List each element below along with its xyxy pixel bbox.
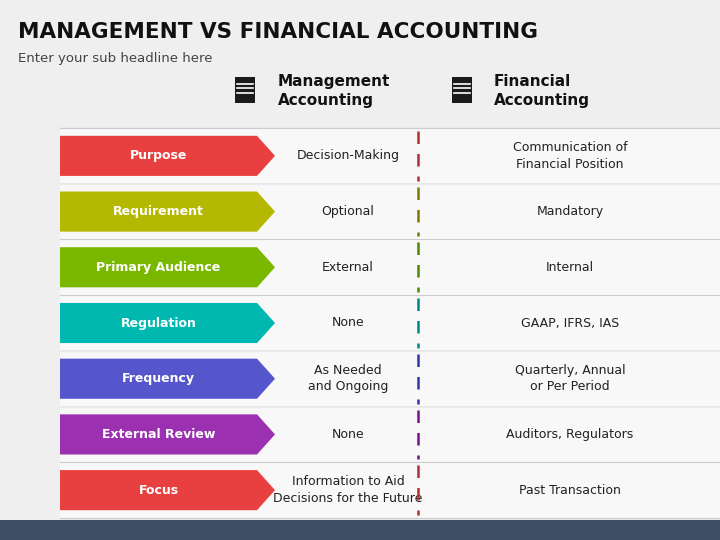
Text: GAAP, IFRS, IAS: GAAP, IFRS, IAS (521, 316, 619, 329)
Text: Frequency: Frequency (122, 372, 195, 385)
Text: Enter your sub headline here: Enter your sub headline here (18, 52, 212, 65)
Bar (60, 352, 720, 406)
Text: External: External (322, 261, 374, 274)
Polygon shape (60, 192, 275, 232)
Bar (60, 240, 720, 295)
Polygon shape (60, 414, 275, 455)
Polygon shape (60, 359, 275, 399)
Text: Past Transaction: Past Transaction (519, 484, 621, 497)
Text: Communication of
Financial Position: Communication of Financial Position (513, 141, 627, 171)
Text: Auditors, Regulators: Auditors, Regulators (506, 428, 634, 441)
Text: As Needed
and Ongoing: As Needed and Ongoing (308, 364, 388, 394)
Text: Focus: Focus (138, 484, 179, 497)
Text: Information to Aid
Decisions for the Future: Information to Aid Decisions for the Fut… (274, 475, 423, 505)
Bar (60, 407, 720, 462)
Text: Purpose: Purpose (130, 150, 187, 163)
Text: None: None (332, 316, 364, 329)
Text: Regulation: Regulation (120, 316, 197, 329)
Bar (60, 295, 720, 350)
Bar (0, 520, 720, 540)
Text: Quarterly, Annual
or Per Period: Quarterly, Annual or Per Period (515, 364, 625, 394)
Bar (60, 463, 720, 517)
Polygon shape (60, 470, 275, 510)
Text: External Review: External Review (102, 428, 215, 441)
Text: MANAGEMENT VS FINANCIAL ACCOUNTING: MANAGEMENT VS FINANCIAL ACCOUNTING (18, 22, 538, 42)
Text: Internal: Internal (546, 261, 594, 274)
Bar (60, 184, 720, 239)
Text: Primary Audience: Primary Audience (96, 261, 220, 274)
Text: Decision-Making: Decision-Making (297, 150, 400, 163)
Bar (60, 129, 720, 183)
FancyBboxPatch shape (235, 77, 255, 103)
FancyBboxPatch shape (452, 77, 472, 103)
Polygon shape (60, 247, 275, 287)
Polygon shape (60, 136, 275, 176)
Text: Requirement: Requirement (113, 205, 204, 218)
Text: Management
Accounting: Management Accounting (278, 74, 390, 108)
Polygon shape (60, 303, 275, 343)
Text: Optional: Optional (322, 205, 374, 218)
Text: None: None (332, 428, 364, 441)
Text: Financial
Accounting: Financial Accounting (494, 74, 590, 108)
Text: Mandatory: Mandatory (536, 205, 603, 218)
